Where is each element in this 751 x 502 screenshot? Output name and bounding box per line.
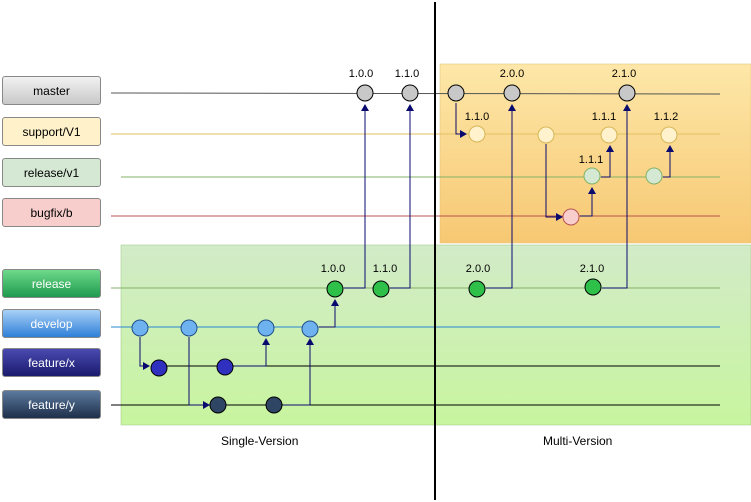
arrow-feature-x-to-develop <box>234 338 270 367</box>
merge-arrows <box>139 103 674 409</box>
branch-label-release: release <box>2 269 101 298</box>
commit-master-2 <box>447 84 465 102</box>
version-label-master-2: 1.1.0 <box>395 68 419 80</box>
arrow-develop-to-release <box>319 299 339 328</box>
arrow-develop-to-feature-y <box>188 337 210 409</box>
version-label-release-3: 2.0.0 <box>466 263 490 275</box>
arrow-develop-to-feature-x <box>139 337 150 370</box>
branch-label-text: release/v1 <box>23 165 80 180</box>
version-label-support-3: 1.1.2 <box>654 111 678 123</box>
branch-label-master: master <box>2 76 101 105</box>
single-version-label: Single-Version <box>221 434 299 448</box>
commit-release-v1-9 <box>583 167 601 185</box>
version-label-release-v1: 1.1.1 <box>579 154 603 166</box>
commit-master-1 <box>401 84 419 102</box>
commit-feature-x-20 <box>150 359 168 377</box>
commit-bugfix-11 <box>562 208 580 226</box>
commit-release-v1-10 <box>645 167 663 185</box>
version-label-master-3: 2.0.0 <box>500 68 524 80</box>
branch-label-bugfix: bugfix/b <box>2 198 101 227</box>
commits <box>131 84 678 414</box>
commit-release-13 <box>372 280 390 298</box>
commit-develop-16 <box>131 319 149 337</box>
arrow-master-to-support <box>455 103 467 138</box>
version-label-support-1: 1.1.0 <box>465 111 489 123</box>
commit-release-12 <box>326 280 344 298</box>
commit-support-8 <box>660 126 678 144</box>
arrow-feature-y-to-develop <box>283 338 314 406</box>
version-label-support-2: 1.1.1 <box>592 111 616 123</box>
branch-label-text: feature/y <box>28 397 75 412</box>
arrow-release-to-master-4 <box>602 104 631 289</box>
arrow-release-to-master-2 <box>390 104 414 289</box>
branch-label-support: support/V1 <box>2 117 101 146</box>
version-labels: 1.0.0 1.1.0 2.0.0 2.1.0 1.1.0 1.1.1 1.1.… <box>321 68 678 275</box>
branch-label-release-v1: release/v1 <box>2 158 101 187</box>
branch-label-text: release <box>31 276 72 291</box>
branch-label-text: bugfix/b <box>30 205 73 220</box>
arrow-release-to-master-3 <box>486 104 516 289</box>
commit-support-7 <box>600 126 618 144</box>
version-label-release-1: 1.0.0 <box>321 263 345 275</box>
branch-label-text: master <box>33 83 70 98</box>
arrow-release-to-master-1 <box>344 104 369 289</box>
commit-master-0 <box>356 84 374 102</box>
branch-label-text: support/V1 <box>22 124 81 139</box>
arrow-release-v1-to-support-1 <box>601 145 614 178</box>
multi-version-label: Multi-Version <box>543 434 613 448</box>
version-label-release-2: 1.1.0 <box>373 263 397 275</box>
version-label-master-1: 1.0.0 <box>349 68 373 80</box>
branch-label-develop: develop <box>2 309 101 338</box>
commit-develop-17 <box>180 319 198 337</box>
commit-master-4 <box>618 84 636 102</box>
branch-label-feature-x: feature/x <box>2 348 101 377</box>
branch-label-text: develop <box>30 316 73 331</box>
commit-develop-19 <box>301 320 319 338</box>
branch-label-feature-y: feature/y <box>2 390 101 419</box>
arrow-release-v1-to-support-2 <box>663 145 674 178</box>
commit-release-15 <box>584 278 602 296</box>
commit-feature-x-21 <box>216 358 234 376</box>
branch-label-text: feature/x <box>28 355 75 370</box>
arrow-support-to-bugfix <box>545 144 563 221</box>
arrow-bugfix-to-release-v1 <box>580 187 596 217</box>
version-label-release-4: 2.1.0 <box>580 263 604 275</box>
commit-develop-18 <box>257 319 275 337</box>
commit-support-6 <box>537 126 555 144</box>
commit-release-14 <box>468 280 486 298</box>
commit-support-5 <box>468 125 486 143</box>
commit-feature-y-23 <box>265 396 283 414</box>
commit-master-3 <box>503 84 521 102</box>
commit-feature-y-22 <box>209 396 227 414</box>
version-label-master-4: 2.1.0 <box>612 68 636 80</box>
